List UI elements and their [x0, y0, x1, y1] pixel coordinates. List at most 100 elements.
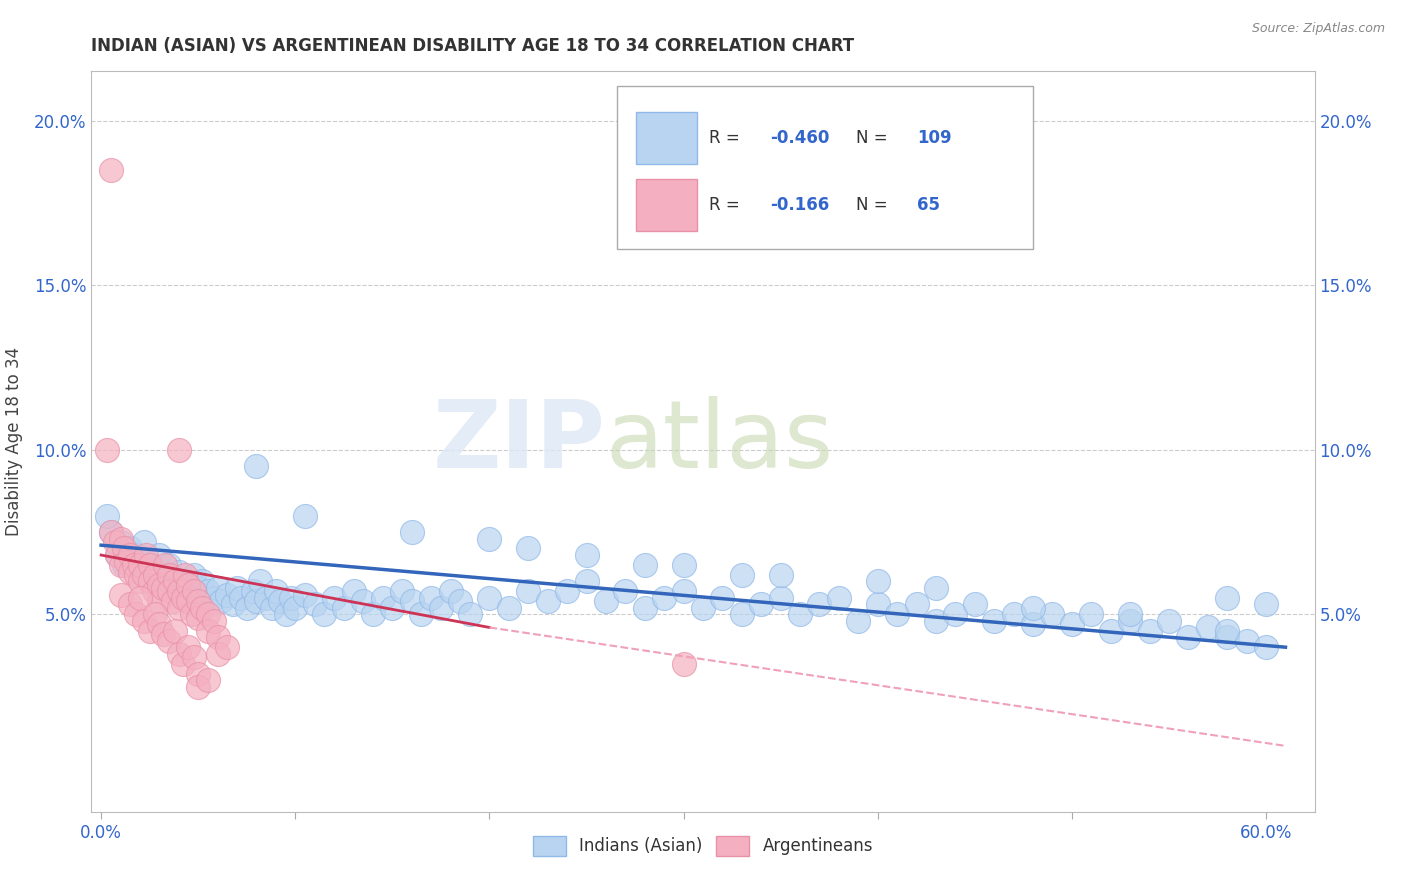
Point: [187, 666, 209, 681]
Point: [269, 594, 291, 608]
Point: [207, 630, 229, 644]
Point: [352, 594, 374, 608]
Point: [517, 541, 540, 556]
Point: [129, 591, 152, 605]
Text: INDIAN (ASIAN) VS ARGENTINEAN DISABILITY AGE 18 TO 34 CORRELATION CHART: INDIAN (ASIAN) VS ARGENTINEAN DISABILITY…: [91, 37, 855, 54]
Point: [125, 607, 148, 622]
Point: [1197, 620, 1219, 634]
Point: [634, 558, 657, 572]
Point: [222, 598, 245, 612]
Point: [371, 591, 394, 605]
Point: [245, 459, 267, 474]
Point: [866, 574, 889, 589]
Point: [672, 558, 695, 572]
Point: [672, 657, 695, 671]
Point: [575, 574, 598, 589]
Point: [120, 548, 142, 562]
Point: [120, 541, 142, 556]
Point: [197, 584, 219, 599]
Point: [167, 442, 190, 457]
Point: [731, 567, 754, 582]
Point: [167, 600, 190, 615]
Point: [183, 584, 205, 599]
Point: [983, 614, 1005, 628]
Point: [789, 607, 811, 622]
Point: [157, 633, 180, 648]
Point: [177, 584, 200, 599]
Point: [1119, 607, 1142, 622]
Point: [711, 591, 734, 605]
Point: [828, 591, 851, 605]
Point: [1022, 617, 1045, 632]
Point: [183, 567, 205, 582]
Point: [167, 647, 190, 661]
Point: [498, 600, 520, 615]
Point: [575, 548, 598, 562]
Point: [152, 574, 174, 589]
Point: [274, 607, 297, 622]
Point: [731, 607, 754, 622]
Point: [187, 680, 209, 694]
Point: [181, 607, 204, 622]
Point: [197, 673, 219, 687]
Point: [202, 614, 225, 628]
Point: [391, 584, 413, 599]
Point: [595, 594, 617, 608]
Point: [163, 581, 186, 595]
Point: [115, 555, 138, 569]
Text: N =: N =: [856, 129, 893, 147]
Point: [1042, 607, 1064, 622]
Point: [411, 607, 433, 622]
Point: [925, 581, 948, 595]
Point: [167, 565, 190, 579]
Point: [132, 535, 155, 549]
Point: [769, 591, 792, 605]
Point: [142, 584, 165, 599]
Point: [96, 508, 118, 523]
Point: [1236, 633, 1258, 648]
Point: [163, 624, 186, 638]
Point: [152, 581, 174, 595]
Point: [135, 548, 157, 562]
Text: N =: N =: [856, 195, 893, 213]
Point: [157, 584, 180, 599]
Point: [145, 607, 167, 622]
Point: [217, 640, 239, 655]
Point: [177, 577, 200, 591]
Text: Source: ZipAtlas.com: Source: ZipAtlas.com: [1251, 22, 1385, 36]
Point: [120, 565, 142, 579]
Point: [280, 591, 302, 605]
Point: [145, 567, 167, 582]
Point: [1254, 598, 1277, 612]
Point: [162, 594, 184, 608]
Text: R =: R =: [709, 129, 745, 147]
Point: [294, 508, 316, 523]
Text: 65: 65: [917, 195, 941, 213]
Point: [202, 591, 225, 605]
Point: [172, 591, 194, 605]
Point: [886, 607, 908, 622]
Point: [173, 567, 195, 582]
Point: [148, 577, 170, 591]
Point: [555, 584, 578, 599]
Point: [235, 600, 257, 615]
Point: [217, 588, 239, 602]
Point: [284, 600, 307, 615]
Point: [207, 581, 229, 595]
Point: [1177, 630, 1199, 644]
Point: [1119, 614, 1142, 628]
Point: [1254, 640, 1277, 655]
Point: [925, 614, 948, 628]
Point: [96, 442, 118, 457]
Point: [125, 548, 148, 562]
Point: [537, 594, 560, 608]
Point: [1002, 607, 1025, 622]
Point: [458, 607, 481, 622]
Point: [692, 600, 714, 615]
Point: [197, 624, 219, 638]
Point: [112, 558, 135, 572]
FancyBboxPatch shape: [636, 112, 697, 164]
FancyBboxPatch shape: [617, 87, 1033, 249]
Point: [138, 558, 160, 572]
Point: [314, 607, 336, 622]
